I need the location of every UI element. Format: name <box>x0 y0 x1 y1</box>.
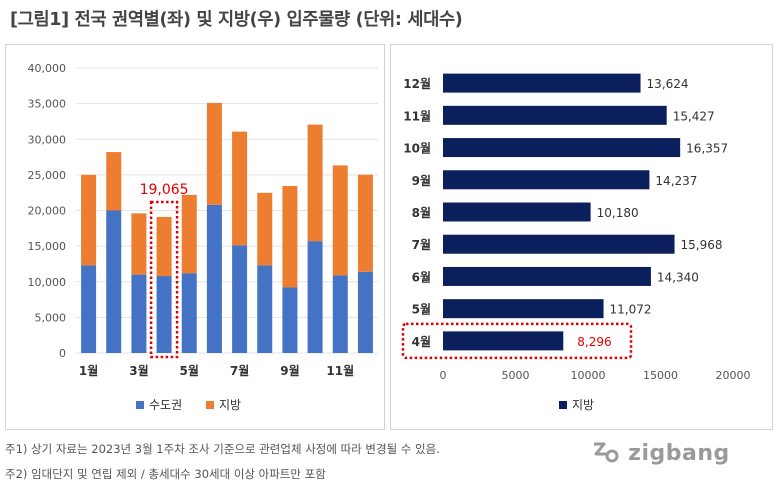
zigbang-logo-icon <box>594 442 619 463</box>
y-tick-label: 15,000 <box>28 240 67 253</box>
y-tick-label: 4월 <box>412 334 431 349</box>
bar-local <box>257 192 273 266</box>
y-tick-label: 6월 <box>412 269 431 284</box>
x-tick-label: 3월 <box>129 363 148 378</box>
bar-capital <box>81 265 97 353</box>
x-tick-label: 0 <box>440 369 447 382</box>
footnote-1: 주1) 상기 자료는 2023년 3월 1주차 조사 기준으로 관련업체 사정에… <box>5 442 440 456</box>
y-tick-label: 10,000 <box>28 276 67 289</box>
bar-local <box>81 174 97 266</box>
y-tick-label: 7월 <box>412 237 431 252</box>
x-tick-label: 10000 <box>571 369 606 382</box>
y-tick-label: 11월 <box>403 108 431 123</box>
legend-label-local: 지방 <box>219 398 241 412</box>
y-tick-label: 10월 <box>403 141 431 156</box>
y-tick-label: 9월 <box>412 173 431 188</box>
bar-local <box>332 165 348 276</box>
x-tick-label: 15000 <box>643 369 678 382</box>
bar-capital <box>131 274 147 353</box>
bar-local <box>443 234 675 254</box>
value-label: 15,427 <box>673 109 715 123</box>
y-tick-label: 40,000 <box>28 62 67 75</box>
y-tick-label: 35,000 <box>28 98 67 111</box>
bar-local <box>206 102 222 205</box>
legend-swatch-local <box>206 401 214 409</box>
value-label: 10,180 <box>597 206 639 220</box>
bar-capital <box>181 273 197 353</box>
value-label: 8,296 <box>577 335 611 349</box>
bar-capital <box>357 271 373 353</box>
bar-capital <box>332 275 348 353</box>
zigbang-logo: zigbang <box>590 440 730 466</box>
y-tick-label: 12월 <box>403 76 431 91</box>
bar-local <box>232 131 248 246</box>
y-tick-label: 5,000 <box>35 311 67 324</box>
legend-swatch-capital <box>136 401 144 409</box>
footnote-2: 주2) 임대단지 및 연립 제외 / 총세대수 30세대 이상 아파트만 포함 <box>5 467 326 481</box>
bar-local <box>443 73 641 93</box>
y-tick-label: 20,000 <box>28 205 67 218</box>
x-tick-label: 9월 <box>280 363 299 378</box>
bar-local <box>443 170 650 190</box>
x-tick-label: 5월 <box>180 363 199 378</box>
value-label: 13,624 <box>647 77 689 91</box>
horizontal-bar-chart: 0 5000 10000 15000 20000 12월 13,624 11월 15,427 10… <box>401 73 751 412</box>
chart-title: [그림1] 전국 권역별(좌) 및 지방(우) 입주물량 (단위: 세대수) <box>10 10 463 30</box>
bar-local <box>357 174 373 272</box>
legend-swatch-local <box>559 401 567 409</box>
value-label: 11,072 <box>610 303 652 317</box>
bar-local <box>443 331 564 351</box>
zigbang-logo-text: zigbang <box>628 441 730 466</box>
legend-label-capital: 수도권 <box>149 398 182 412</box>
y-tick-label: 8월 <box>412 205 431 220</box>
bar-local <box>307 124 323 242</box>
annotation-label: 19,065 <box>140 182 189 198</box>
bar-local <box>156 216 172 277</box>
bar-capital <box>206 204 222 353</box>
bar-capital <box>156 276 172 353</box>
y-tick-label: 5월 <box>412 302 431 317</box>
y-tick-label: 30,000 <box>28 133 67 146</box>
x-tick-label: 1월 <box>79 363 98 378</box>
bar-local <box>443 299 604 319</box>
x-tick-label: 11월 <box>326 363 354 378</box>
highlight-box <box>401 322 633 360</box>
bar-local <box>443 202 591 222</box>
value-label: 14,237 <box>655 174 697 188</box>
x-tick-label: 5000 <box>502 369 530 382</box>
x-tick-label: 7월 <box>230 363 249 378</box>
bar-local <box>106 152 122 211</box>
bar-local <box>443 105 667 125</box>
value-label: 15,968 <box>681 238 723 252</box>
stacked-bar-chart: 0 5,000 10,000 15,000 20,000 25,000 30,000 35,0… <box>28 62 378 412</box>
value-label: 14,340 <box>657 270 699 284</box>
bar-capital <box>232 245 248 353</box>
y-tick-label: 0 <box>59 347 66 360</box>
stacked-bar-chart-panel: 0 5,000 10,000 15,000 20,000 25,000 30,000 35,0… <box>5 44 385 430</box>
bar-capital <box>106 210 122 353</box>
value-label: 16,357 <box>686 142 728 156</box>
bar-local <box>181 194 197 274</box>
bar-capital <box>282 287 298 353</box>
y-tick-label: 25,000 <box>28 169 67 182</box>
bar-local <box>282 186 298 288</box>
x-tick-label: 20000 <box>716 369 751 382</box>
horizontal-bar-chart-panel: 0 5000 10000 15000 20000 12월 13,624 11월 15,427 10… <box>390 44 773 430</box>
bar-capital <box>257 265 273 353</box>
bar-local <box>443 138 681 158</box>
bar-local <box>443 266 651 286</box>
legend-label-local: 지방 <box>572 398 594 412</box>
bar-local <box>131 213 147 275</box>
bar-capital <box>307 241 323 353</box>
